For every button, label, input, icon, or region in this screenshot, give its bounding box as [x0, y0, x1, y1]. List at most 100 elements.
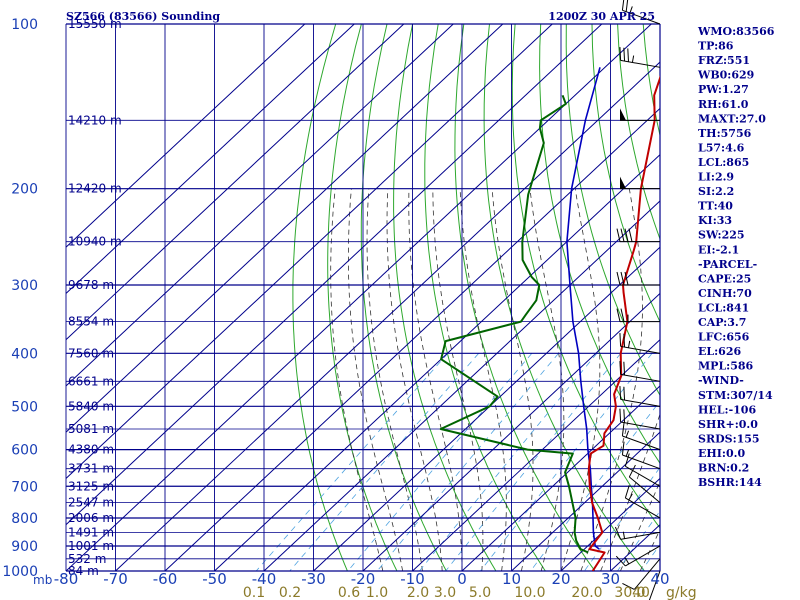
mixing-ratio-label: 0.6 [338, 585, 360, 600]
barb-half-flag [625, 449, 630, 457]
barb-staff [620, 373, 661, 382]
barb-staff [625, 497, 661, 519]
dry-adiabat [454, 24, 596, 571]
index-entry: SW:225 [698, 229, 745, 242]
barb-pennant [620, 176, 626, 189]
barb-flag [627, 48, 629, 62]
barb-pennant [620, 108, 626, 121]
moist-adiabat [529, 188, 565, 571]
barb-half-flag [625, 430, 630, 438]
barb-staff [625, 465, 661, 487]
isotherm [362, 292, 660, 571]
temperature-tick-label: -10 [400, 570, 425, 588]
barb-half-flag [629, 6, 633, 14]
wind-barb [621, 0, 661, 25]
barb-flag [628, 464, 636, 478]
wind-barb [616, 308, 660, 323]
dry-adiabat [327, 24, 398, 571]
mixing-ratio-label: 0.1 [243, 585, 265, 600]
wind-barb [619, 333, 661, 354]
barb-flag [621, 441, 625, 456]
barb-flag [622, 582, 635, 590]
barb-staff [648, 570, 661, 600]
index-entry: LI:2.9 [698, 171, 734, 184]
barb-staff [620, 345, 661, 354]
isotherm [66, 24, 355, 295]
height-label: 532 m [68, 552, 106, 566]
dry-adiabat [771, 24, 800, 571]
barb-flag [616, 228, 621, 242]
barb-half-flag [628, 493, 633, 501]
barb-flag [614, 526, 622, 540]
barb-staff [622, 454, 661, 470]
barb-flag [625, 0, 629, 12]
height-label: 10940 m [68, 235, 122, 249]
parcel-line [566, 67, 601, 550]
mixing-ratio-label: 2.0 [407, 585, 429, 600]
mixing-ratio-label: 40 [632, 585, 650, 600]
barb-staff [629, 476, 661, 504]
height-label: 5081 m [68, 422, 114, 436]
index-entry: LFC:656 [698, 331, 750, 344]
moist-adiabat [600, 412, 660, 571]
index-entry: EL:626 [698, 345, 741, 358]
height-label: 2547 m [68, 496, 114, 510]
height-label: 4380 m [68, 443, 114, 457]
barb-half-flag [622, 531, 626, 539]
index-entry: FRZ:551 [698, 54, 750, 67]
barb-flag [623, 47, 626, 62]
barb-staff [622, 9, 661, 25]
height-label: 3731 m [68, 462, 114, 476]
index-entry: HEL:-106 [698, 403, 756, 416]
isotherm [164, 107, 660, 571]
wind-barb [619, 386, 661, 407]
wind-barb [619, 408, 661, 430]
index-entry: -PARCEL- [698, 258, 757, 271]
barb-flag [619, 408, 622, 423]
isotherm [313, 246, 660, 571]
barb-flag [623, 333, 626, 348]
mixing-ratio-label: 1.0 [366, 585, 388, 600]
index-entry: MPL:586 [698, 360, 754, 373]
wind-barb [616, 228, 660, 243]
moist-adiabat [459, 188, 507, 571]
index-entry: LCL:865 [698, 156, 749, 169]
barb-flag [624, 228, 629, 242]
barb-flag [624, 271, 629, 286]
wind-barb [624, 453, 661, 487]
wind-barb [621, 441, 661, 470]
temperature-tick-label: 20 [551, 570, 570, 588]
index-entry: CAPE:25 [698, 272, 751, 285]
barb-staff [620, 59, 661, 68]
mixing-ratio-unit: g/kg [666, 585, 697, 600]
wind-barb [628, 464, 661, 504]
isotherm [66, 24, 652, 571]
barb-staff [620, 398, 661, 407]
index-entry: RH:61.0 [698, 98, 749, 111]
mixing-ratio-line [376, 353, 559, 571]
temperature-tick-label: -30 [301, 570, 326, 588]
index-entry: EHI:0.0 [698, 447, 745, 460]
height-label: 3125 m [68, 479, 114, 493]
isotherm [263, 200, 660, 571]
wind-barb [620, 108, 660, 121]
temperature-tick-label: -60 [153, 570, 178, 588]
pressure-label: 800 [11, 511, 38, 527]
isotherm [461, 385, 660, 571]
height-label: 1001 m [68, 539, 114, 553]
mixing-ratio-line [419, 353, 598, 571]
barb-flag [620, 271, 625, 286]
temperature-line [587, 75, 660, 571]
index-entry: SI:2.2 [698, 185, 734, 198]
pressure-label: 600 [11, 443, 38, 459]
height-label: 84 m [68, 564, 99, 578]
station-title: SZ566 (83566) Sounding [66, 10, 220, 23]
barb-half-flag [627, 340, 631, 348]
temperature-tick-label: 10 [502, 570, 521, 588]
mixing-ratio-label: 30.0 [614, 585, 645, 600]
pressure-unit-label: mb [33, 573, 52, 587]
index-entry: -WIND- [698, 374, 744, 387]
mixing-ratio-label: 20.0 [571, 585, 602, 600]
moist-adiabat [408, 188, 463, 571]
